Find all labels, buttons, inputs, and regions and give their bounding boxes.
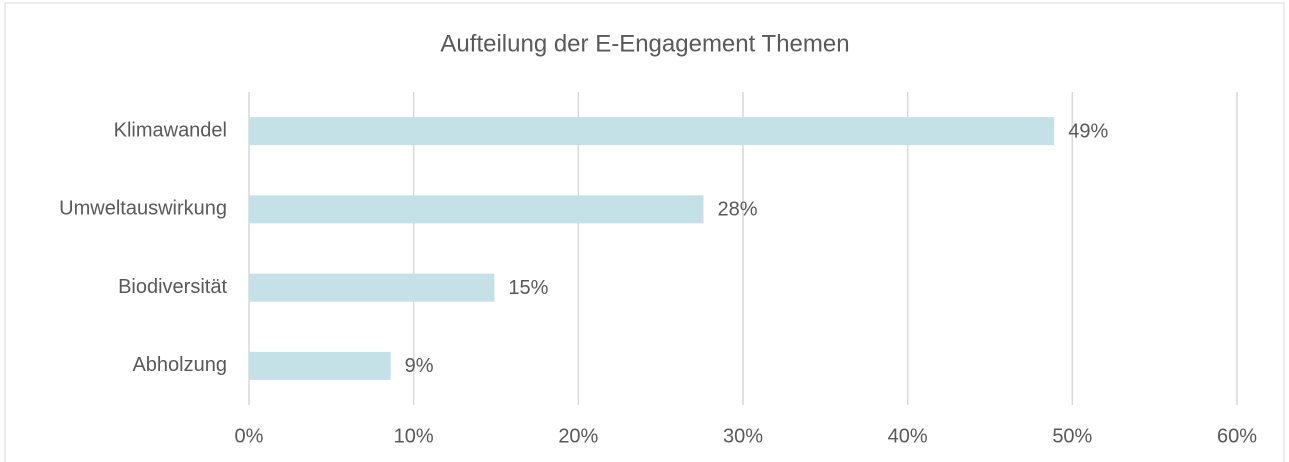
y-tick-label: Klimawandel (114, 119, 227, 141)
bar (249, 351, 391, 380)
x-tick-label: 60% (1217, 425, 1257, 447)
chart-title: Aufteilung der E-Engagement Themen (440, 30, 849, 57)
chart-frame (4, 2, 1285, 462)
x-tick-label: 30% (723, 425, 763, 447)
value-label: 28% (717, 199, 757, 221)
bar (249, 117, 1055, 146)
value-label: 9% (405, 355, 434, 377)
x-tick-label: 10% (394, 425, 434, 447)
bar (249, 195, 704, 224)
y-tick-label: Umweltauswirkung (59, 198, 227, 220)
x-tick-label: 50% (1052, 425, 1092, 447)
y-tick-label: Abholzung (132, 354, 227, 376)
bar (249, 273, 495, 302)
x-tick-label: 20% (558, 425, 598, 447)
y-tick-label: Biodiversität (118, 276, 227, 298)
x-tick-label: 0% (235, 425, 264, 447)
x-tick-label: 40% (888, 425, 928, 447)
value-label: 15% (508, 277, 548, 299)
value-label: 49% (1068, 120, 1108, 142)
